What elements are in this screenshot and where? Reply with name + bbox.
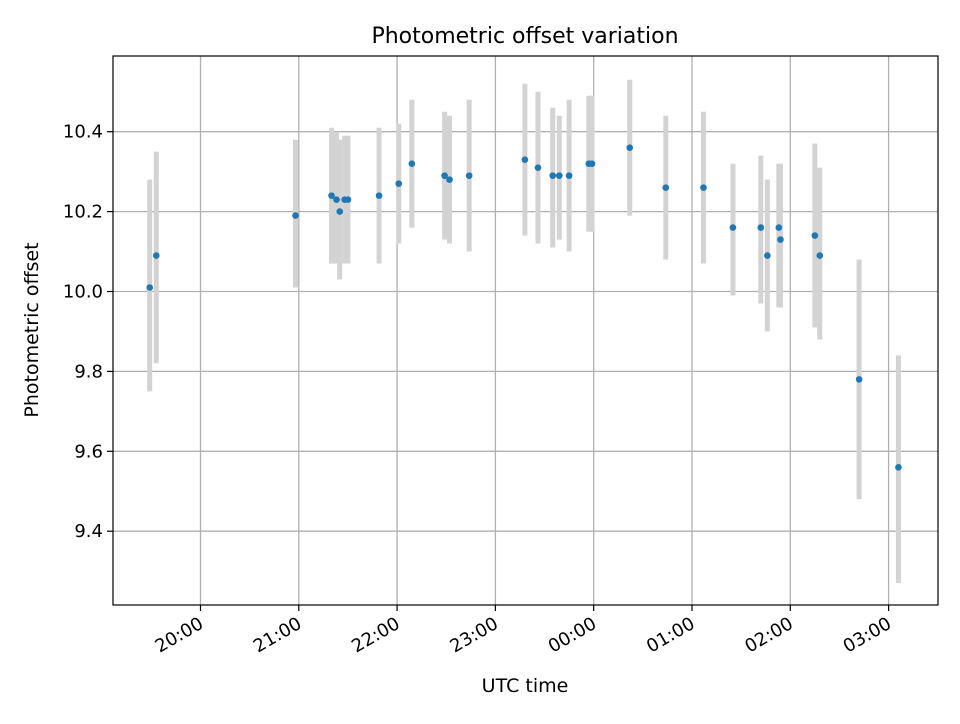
y-tick-label: 9.6 [74,441,103,462]
data-point [811,232,819,239]
data-point [565,172,573,179]
data-point [895,463,902,471]
data-point [465,172,473,179]
data-points [146,144,902,471]
y-tick-label: 9.8 [74,361,103,382]
data-point [441,172,448,179]
data-point [344,196,352,203]
data-point [446,176,453,183]
axes-frame [112,55,939,606]
y-tick-label: 10.2 [63,202,103,223]
data-point [729,224,737,231]
chart-title: Photometric offset variation [371,24,678,49]
data-point [333,196,340,203]
data-point [534,164,542,171]
y-tick-label: 10.0 [63,282,103,303]
data-point [626,144,634,151]
y-tick-label: 10.4 [63,122,103,143]
data-point [775,224,783,231]
data-point [521,156,529,163]
data-point [146,284,154,291]
data-point [408,160,416,167]
data-point [662,184,670,191]
y-axis-label: Photometric offset [21,242,43,417]
data-point [588,160,596,167]
y-tick-label: 9.4 [74,521,103,542]
data-point [555,172,563,179]
data-point [375,192,383,199]
data-point [292,212,299,219]
data-point [152,252,160,259]
data-point [764,252,771,259]
data-point [777,236,784,243]
data-point [549,172,557,179]
data-point [395,180,403,187]
data-point [855,376,863,383]
data-point [328,192,335,199]
data-point [757,224,765,231]
data-point [816,252,824,259]
data-point [336,208,344,215]
data-point [700,184,707,191]
x-axis-label: UTC time [482,675,569,697]
